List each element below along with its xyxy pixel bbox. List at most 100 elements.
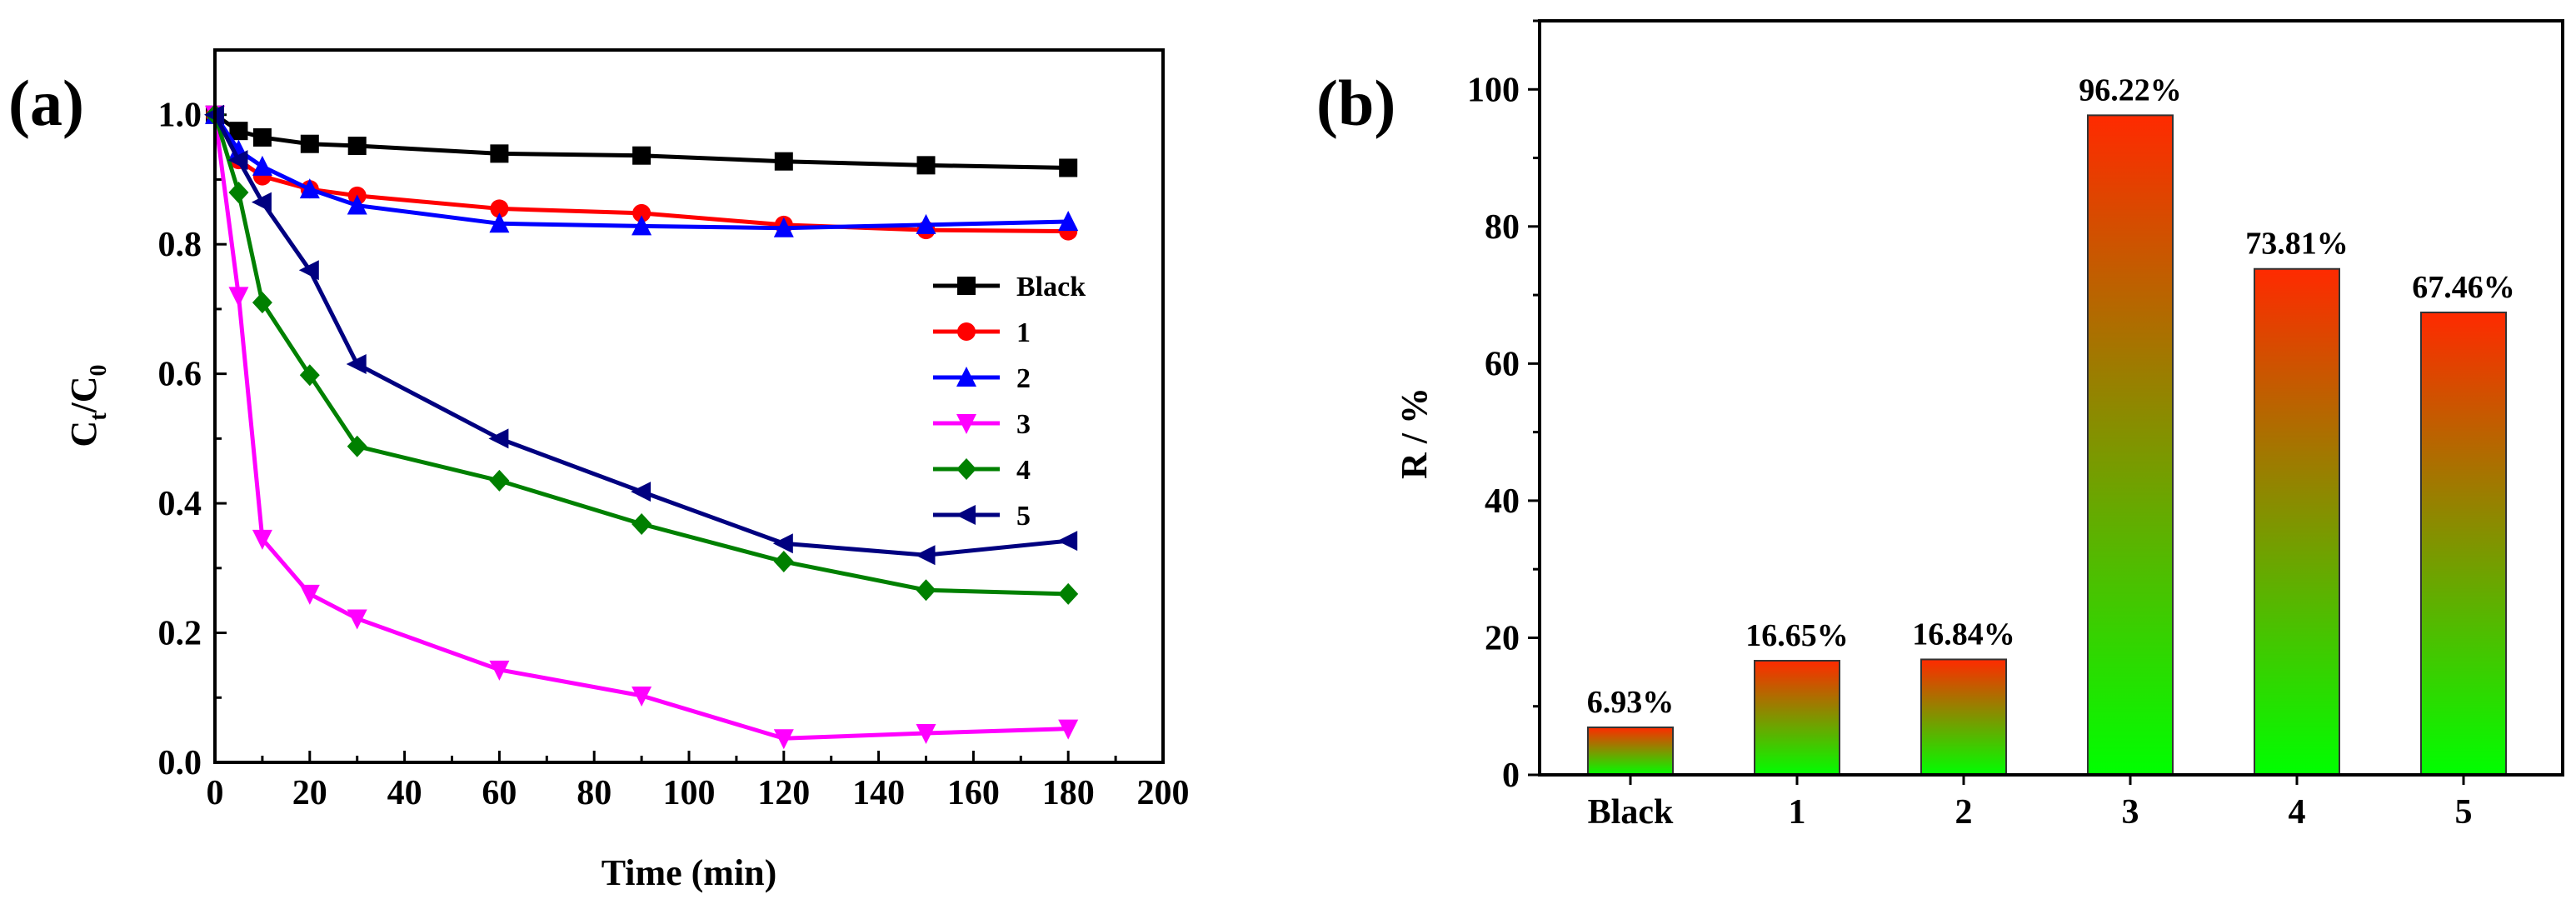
- y-axis-title: Ct/C0: [63, 364, 112, 447]
- data-point: [772, 533, 793, 554]
- data-point: [346, 353, 367, 374]
- legend-item: 3: [933, 409, 1031, 440]
- legend-marker: [957, 322, 976, 341]
- data-point: [347, 435, 367, 457]
- x-tick-label: 180: [1042, 774, 1095, 812]
- x-tick-label: 1: [1789, 793, 1806, 832]
- x-tick-label: 4: [2289, 793, 2306, 832]
- series-line: [212, 113, 1069, 231]
- bar: [2254, 267, 2340, 776]
- data-point: [1059, 158, 1078, 177]
- data-point: [1057, 531, 1078, 552]
- legend-label: 4: [1016, 455, 1031, 486]
- data-point: [251, 192, 272, 212]
- data-point: [773, 729, 794, 750]
- data-point: [228, 287, 249, 307]
- bar-y-axis-title: R / %: [1394, 387, 1435, 479]
- line-chart-legend: Black 1 2 3 4 5: [933, 272, 1086, 532]
- panel-label-a: (a): [8, 67, 84, 139]
- data-point: [489, 212, 510, 233]
- data-point: [916, 156, 936, 175]
- data-point: [1058, 210, 1079, 231]
- bar: [1754, 660, 1840, 777]
- legend-label: Black: [1016, 272, 1086, 302]
- x-tick-label: Black: [1588, 793, 1674, 832]
- series-2: [205, 103, 1079, 237]
- x-tick-label: 140: [852, 774, 905, 812]
- x-tick-label: 200: [1137, 774, 1190, 812]
- data-point: [632, 146, 651, 165]
- data-point: [252, 127, 272, 147]
- legend-label: 1: [1016, 317, 1031, 348]
- data-point: [229, 122, 248, 141]
- data-point: [1058, 582, 1079, 605]
- bar-chart-panel: (b) 0 20 40 60 80 100 Black 1 2 3 4 5 6.93% 16.65% 16…: [1316, 19, 2564, 832]
- x-tick-label: 5: [2455, 793, 2473, 832]
- series-line: [212, 113, 1069, 597]
- y-tick-label: 20: [1485, 619, 1520, 657]
- data-point: [632, 215, 652, 236]
- y-tick-label: 0.8: [158, 226, 202, 264]
- data-point: [632, 686, 652, 707]
- data-point: [632, 512, 652, 535]
- y-tick-label: 0.4: [158, 485, 202, 523]
- bar-data-label: 67.46%: [2412, 270, 2515, 305]
- legend-item: Black: [933, 272, 1086, 302]
- bar-data-label: 6.93%: [1587, 685, 1675, 720]
- data-point: [347, 194, 367, 215]
- legend-label: 2: [1016, 363, 1031, 394]
- line-chart-frame: [213, 48, 1165, 764]
- x-tick-label: 3: [2122, 793, 2139, 832]
- legend-item: 5: [933, 501, 1031, 532]
- data-point: [299, 364, 320, 387]
- data-point: [774, 152, 793, 171]
- bar-data-label: 16.65%: [1745, 618, 1849, 653]
- y-title-c2: C: [63, 376, 104, 402]
- data-point: [916, 724, 936, 745]
- y-title-sub2: 0: [86, 364, 112, 376]
- y-tick-label: 0: [1502, 757, 1520, 795]
- y-tick-label: 0.0: [158, 744, 202, 782]
- x-tick-label: 120: [757, 774, 810, 812]
- legend-marker: [957, 277, 976, 295]
- data-point: [300, 134, 319, 153]
- data-point: [488, 428, 509, 449]
- y-tick-label: 100: [1467, 71, 1520, 109]
- y-title-c1: C: [63, 421, 104, 447]
- data-point: [490, 199, 509, 218]
- data-point: [299, 178, 320, 199]
- bar-chart-bars: 6.93% 16.65% 16.84% 96.22% 73.81% 67.46%: [1587, 72, 2515, 777]
- series-line: [213, 112, 1069, 170]
- data-point: [489, 660, 510, 681]
- y-title-sub1: t: [86, 412, 112, 421]
- bar-data-label: 16.84%: [1912, 617, 2015, 652]
- x-tick-label: 100: [663, 774, 716, 812]
- legend-item: 4: [933, 455, 1031, 486]
- data-point: [915, 545, 936, 566]
- series-line: [212, 113, 1069, 557]
- data-point: [252, 529, 272, 550]
- legend-label: 5: [1016, 501, 1031, 532]
- legend-item: 2: [933, 363, 1031, 394]
- y-tick-label: 60: [1485, 345, 1520, 383]
- legend-marker: [956, 367, 976, 387]
- y-tick-label: 1.0: [158, 97, 202, 135]
- bar: [1920, 658, 2007, 776]
- data-point: [299, 584, 320, 605]
- y-tick-label: 0.6: [158, 356, 202, 394]
- legend-marker: [956, 505, 976, 525]
- line-chart-ticks: 0 20 40 60 80 100 120 140 160 180 200 0.0 0.2 0.4 0.6 0…: [158, 48, 1190, 812]
- series-3: [205, 105, 1079, 750]
- data-point: [631, 482, 651, 502]
- y-tick-label: 0.2: [158, 615, 202, 653]
- data-point: [347, 137, 367, 156]
- data-point: [252, 155, 272, 176]
- x-tick-label: 40: [387, 774, 422, 812]
- data-point: [489, 469, 510, 492]
- bar: [2087, 114, 2174, 776]
- legend-marker: [956, 458, 976, 480]
- x-tick-label: 20: [292, 774, 327, 812]
- legend-item: 1: [933, 317, 1031, 348]
- x-tick-label: 80: [577, 774, 612, 812]
